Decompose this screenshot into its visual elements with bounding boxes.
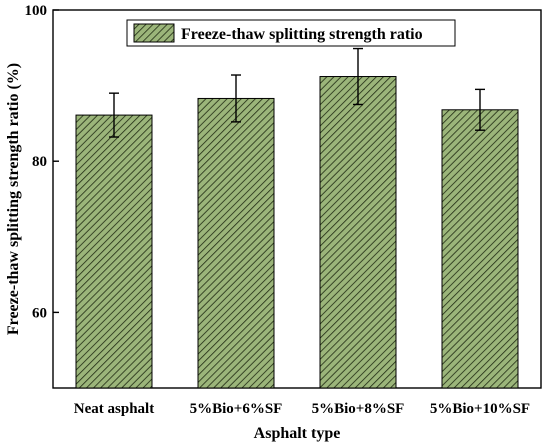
error-bar-0: [109, 92, 119, 138]
x-axis-ticks: Neat asphalt 5%Bio+6%SF 5%Bio+8%SF 5%Bio+10…: [74, 401, 530, 417]
y-tick-label-1: 80: [32, 154, 47, 170]
bar-0: [75, 114, 153, 389]
legend-swatch: [133, 23, 175, 43]
bar-2: [319, 76, 397, 389]
x-tick-label-1: 5%Bio+6%SF: [190, 401, 283, 417]
x-axis-title: Asphalt type: [254, 425, 341, 442]
error-bar-2: [353, 47, 363, 106]
plot-frame: [52, 9, 542, 389]
legend: Freeze-thaw splitting strength ratio: [126, 19, 456, 47]
error-bar-1: [231, 74, 241, 123]
bar-1: [197, 97, 275, 389]
x-tick-label-0: Neat asphalt: [74, 401, 154, 417]
x-tick-label-2: 5%Bio+8%SF: [312, 401, 405, 417]
legend-box: [126, 19, 456, 47]
bars-layer: [75, 76, 519, 389]
error-bars-layer: [109, 47, 485, 138]
y-tick-label-2: 100: [25, 3, 48, 19]
y-tick-label-0: 60: [32, 305, 47, 321]
legend-label: Freeze-thaw splitting strength ratio: [181, 26, 423, 43]
x-tick-label-3: 5%Bio+10%SF: [430, 401, 530, 417]
y-axis-title: Freeze-thaw splitting strength ratio (%): [5, 63, 22, 335]
error-bar-3: [475, 88, 485, 131]
bar-3: [441, 109, 519, 389]
y-axis-ticks: 60 80 100: [25, 3, 59, 321]
